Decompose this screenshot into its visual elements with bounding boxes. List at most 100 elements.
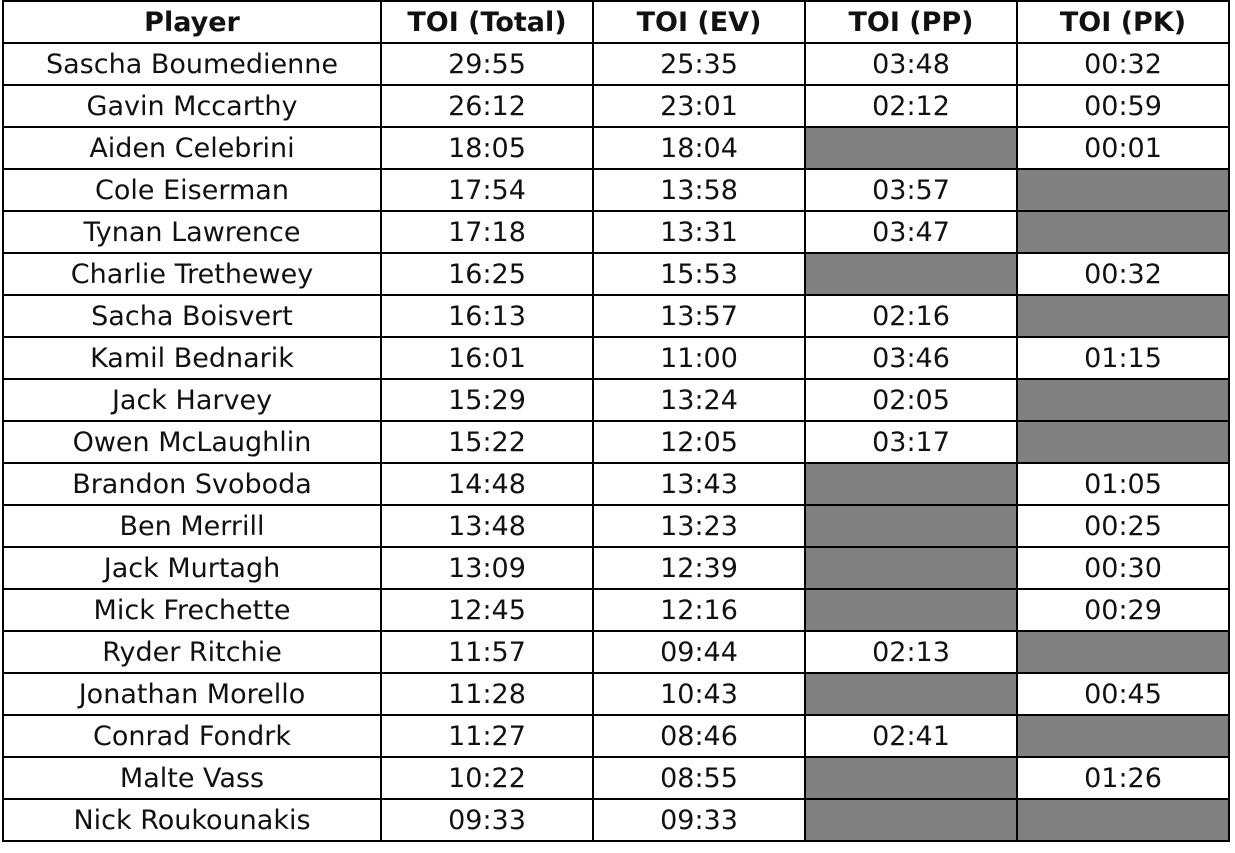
header-cell: TOI (PP) (804, 0, 1018, 44)
time-cell: 17:54 (380, 168, 594, 212)
empty-cell (1016, 168, 1230, 212)
table-row: Sascha Boumedienne 29:55 25:35 03:48 00:32 (2, 42, 1230, 86)
time-cell: 00:30 (1016, 546, 1230, 590)
empty-cell (1016, 210, 1230, 254)
time-cell: 02:16 (804, 294, 1018, 338)
table-row: Sacha Boisvert 16:13 13:57 02:16 (2, 294, 1230, 338)
time-cell: 03:47 (804, 210, 1018, 254)
player-cell: Aiden Celebrini (2, 126, 382, 170)
table-row: Ryder Ritchie 11:57 09:44 02:13 (2, 630, 1230, 674)
time-cell: 09:44 (592, 630, 806, 674)
time-cell: 13:48 (380, 504, 594, 548)
time-cell: 11:57 (380, 630, 594, 674)
time-cell: 00:01 (1016, 126, 1230, 170)
empty-cell (804, 252, 1018, 296)
time-cell: 11:00 (592, 336, 806, 380)
empty-cell (1016, 798, 1230, 842)
player-cell: Nick Roukounakis (2, 798, 382, 842)
table-row: Nick Roukounakis 09:33 09:33 (2, 798, 1230, 842)
time-cell: 08:55 (592, 756, 806, 800)
time-cell: 12:45 (380, 588, 594, 632)
time-cell: 15:29 (380, 378, 594, 422)
time-cell: 16:01 (380, 336, 594, 380)
table-body: Sascha Boumedienne 29:55 25:35 03:48 00:32 Ga… (2, 42, 1230, 842)
time-cell: 10:22 (380, 756, 594, 800)
time-cell: 13:43 (592, 462, 806, 506)
time-cell: 01:26 (1016, 756, 1230, 800)
time-cell: 10:43 (592, 672, 806, 716)
player-cell: Jonathan Morello (2, 672, 382, 716)
time-cell: 08:46 (592, 714, 806, 758)
player-cell: Kamil Bednarik (2, 336, 382, 380)
header-cell: TOI (Total) (380, 0, 594, 44)
time-cell: 13:58 (592, 168, 806, 212)
time-cell: 18:05 (380, 126, 594, 170)
header-row: Player TOI (Total) TOI (EV) TOI (PP) TOI (PK… (2, 0, 1230, 44)
table-row: Kamil Bednarik 16:01 11:00 03:46 01:15 (2, 336, 1230, 380)
time-cell: 09:33 (380, 798, 594, 842)
player-cell: Gavin Mccarthy (2, 84, 382, 128)
empty-cell (804, 462, 1018, 506)
player-cell: Jack Murtagh (2, 546, 382, 590)
table-row: Ben Merrill 13:48 13:23 00:25 (2, 504, 1230, 548)
player-cell: Ben Merrill (2, 504, 382, 548)
table-row: Jonathan Morello 11:28 10:43 00:45 (2, 672, 1230, 716)
empty-cell (1016, 420, 1230, 464)
time-cell: 18:04 (592, 126, 806, 170)
time-cell: 09:33 (592, 798, 806, 842)
time-cell: 03:46 (804, 336, 1018, 380)
empty-cell (1016, 714, 1230, 758)
player-cell: Sacha Boisvert (2, 294, 382, 338)
empty-cell (804, 756, 1018, 800)
table-row: Malte Vass 10:22 08:55 01:26 (2, 756, 1230, 800)
time-cell: 02:41 (804, 714, 1018, 758)
table-row: Conrad Fondrk 11:27 08:46 02:41 (2, 714, 1230, 758)
table-row: Aiden Celebrini 18:05 18:04 00:01 (2, 126, 1230, 170)
player-cell: Ryder Ritchie (2, 630, 382, 674)
empty-cell (804, 126, 1018, 170)
time-cell: 00:25 (1016, 504, 1230, 548)
table-row: Jack Murtagh 13:09 12:39 00:30 (2, 546, 1230, 590)
table-row: Cole Eiserman 17:54 13:58 03:57 (2, 168, 1230, 212)
time-cell: 00:32 (1016, 42, 1230, 86)
empty-cell (1016, 294, 1230, 338)
empty-cell (1016, 630, 1230, 674)
time-cell: 02:05 (804, 378, 1018, 422)
table-row: Brandon Svoboda 14:48 13:43 01:05 (2, 462, 1230, 506)
player-cell: Cole Eiserman (2, 168, 382, 212)
player-cell: Mick Frechette (2, 588, 382, 632)
time-cell: 01:15 (1016, 336, 1230, 380)
empty-cell (804, 798, 1018, 842)
time-cell: 23:01 (592, 84, 806, 128)
time-cell: 14:48 (380, 462, 594, 506)
table-row: Gavin Mccarthy 26:12 23:01 02:12 00:59 (2, 84, 1230, 128)
time-cell: 15:22 (380, 420, 594, 464)
player-cell: Owen McLaughlin (2, 420, 382, 464)
header-cell: Player (2, 0, 382, 44)
time-cell: 01:05 (1016, 462, 1230, 506)
player-cell: Tynan Lawrence (2, 210, 382, 254)
empty-cell (804, 672, 1018, 716)
player-cell: Conrad Fondrk (2, 714, 382, 758)
time-cell: 13:57 (592, 294, 806, 338)
time-cell: 12:05 (592, 420, 806, 464)
time-cell: 12:39 (592, 546, 806, 590)
player-cell: Malte Vass (2, 756, 382, 800)
empty-cell (804, 504, 1018, 548)
time-cell: 02:12 (804, 84, 1018, 128)
time-cell: 13:23 (592, 504, 806, 548)
time-cell: 15:53 (592, 252, 806, 296)
time-cell: 03:17 (804, 420, 1018, 464)
time-cell: 03:57 (804, 168, 1018, 212)
table-row: Jack Harvey 15:29 13:24 02:05 (2, 378, 1230, 422)
player-cell: Charlie Trethewey (2, 252, 382, 296)
time-cell: 03:48 (804, 42, 1018, 86)
table-row: Tynan Lawrence 17:18 13:31 03:47 (2, 210, 1230, 254)
time-cell: 11:27 (380, 714, 594, 758)
time-cell: 13:24 (592, 378, 806, 422)
time-cell: 13:09 (380, 546, 594, 590)
header-cell: TOI (PK) (1016, 0, 1230, 44)
time-cell: 25:35 (592, 42, 806, 86)
